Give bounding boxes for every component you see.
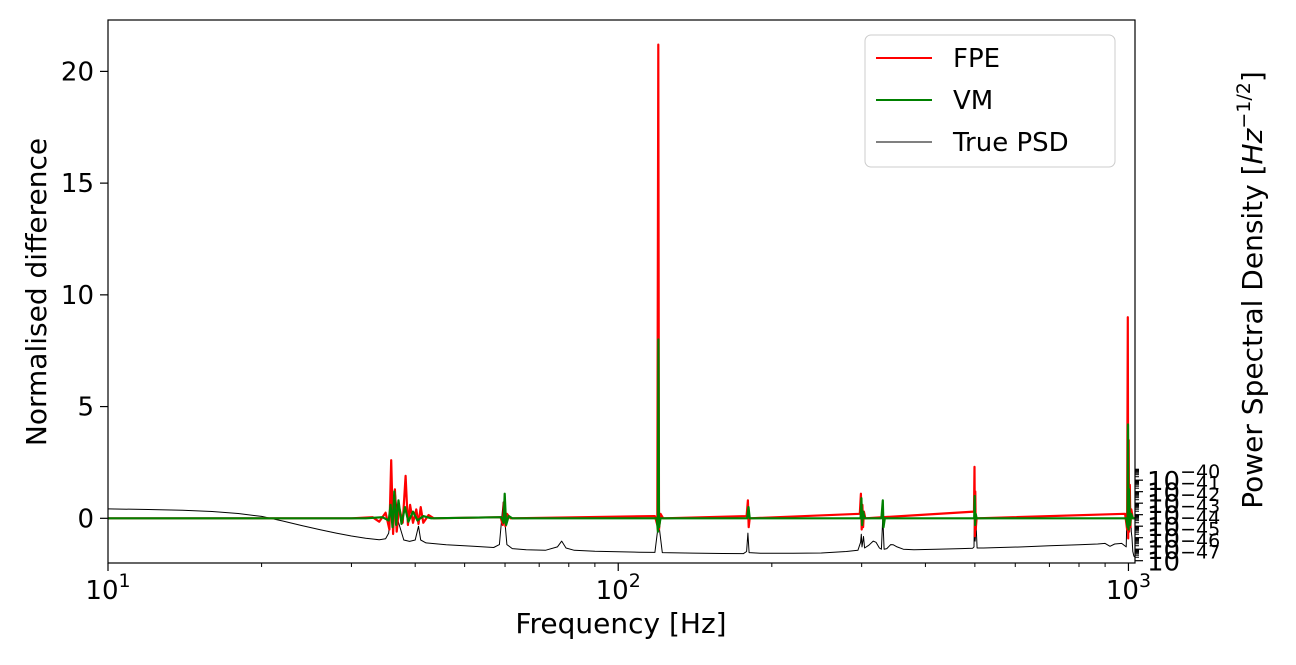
right-y-tick-label: 10−42 [1147, 484, 1220, 520]
right-y-tick-label-base: 10 [1147, 467, 1180, 497]
right-y-tick-label-base: 10 [1147, 490, 1180, 520]
right-y-tick-label-exponent: −45 [1180, 519, 1220, 541]
legend: FPE VM True PSD [864, 34, 1116, 168]
left-y-tick-label: 15 [61, 169, 94, 199]
plot-frame [107, 19, 1136, 564]
right-y-axis-title-unit-exponent: −1/2 [1233, 82, 1255, 129]
right-y-tick-label-exponent: −46 [1180, 530, 1220, 552]
legend-label-fpe: FPE [953, 44, 1000, 74]
right-y-tick-label: 10−46 [1147, 530, 1220, 566]
right-y-tick-label: 10−47 [1147, 542, 1220, 578]
right-y-tick-label-exponent: −42 [1180, 484, 1220, 506]
x-tick-label-exponent: 1 [119, 570, 131, 592]
x-tick-label-base: 10 [85, 576, 118, 606]
x-tick-label-base: 10 [596, 576, 629, 606]
right-y-tick-label-base: 10 [1147, 536, 1180, 566]
right-y-tick-label-exponent: −47 [1180, 542, 1220, 564]
right-y-tick-label: 10−40 [1147, 461, 1220, 497]
left-y-tick-label: 10 [61, 281, 94, 311]
x-tick-label-exponent: 2 [629, 570, 641, 592]
right-y-tick-label-base: 10 [1147, 548, 1180, 578]
right-y-tick-label-exponent: −44 [1180, 507, 1220, 529]
series-layer [108, 43, 1135, 558]
x-tick-label-base: 10 [1106, 576, 1139, 606]
right-y-tick-label: 10−41 [1147, 473, 1220, 509]
right-y-tick-label-base: 10 [1147, 502, 1180, 532]
right-y-tick-label-exponent: −41 [1180, 473, 1220, 495]
right-y-tick-label: 10−43 [1147, 496, 1220, 532]
right-y-axis-title: Power Spectral Density [Hz−1/2] [1233, 71, 1269, 509]
right-y-tick-label-base: 10 [1147, 513, 1180, 543]
right-y-tick-label: 10−44 [1147, 507, 1220, 543]
series-line-vm [108, 338, 1135, 533]
x-tick-label: 101 [85, 570, 130, 606]
right-y-tick-label-exponent: −40 [1180, 461, 1220, 483]
left-y-tick-label: 0 [77, 504, 94, 534]
x-tick-label-exponent: 3 [1139, 570, 1151, 592]
right-y-axis-title-unit: Hz [1236, 127, 1269, 164]
left-y-axis-title: Normalised difference [20, 138, 53, 446]
right-y-axis-title-prefix: Power Spectral Density [ [1236, 164, 1269, 508]
x-axis: 101 102 103 [85, 563, 1151, 606]
right-y-tick-label-base: 10 [1147, 479, 1180, 509]
left-y-axis: 0 5 10 15 20 [61, 57, 108, 534]
legend-label-true-psd: True PSD [952, 128, 1069, 158]
legend-label-vm: VM [953, 86, 993, 116]
right-y-tick-label: 10−45 [1147, 519, 1220, 555]
x-tick-label: 102 [596, 570, 641, 606]
left-y-tick-label: 20 [61, 57, 94, 87]
x-axis-title: Frequency [Hz] [515, 607, 726, 640]
right-y-tick-label-base: 10 [1147, 525, 1180, 555]
right-y-axis-title-suffix: ] [1236, 71, 1269, 82]
legend-box [864, 34, 1116, 168]
left-y-tick-label: 5 [77, 393, 94, 423]
right-y-tick-label-exponent: −43 [1180, 496, 1220, 518]
x-tick-label: 103 [1106, 570, 1151, 606]
